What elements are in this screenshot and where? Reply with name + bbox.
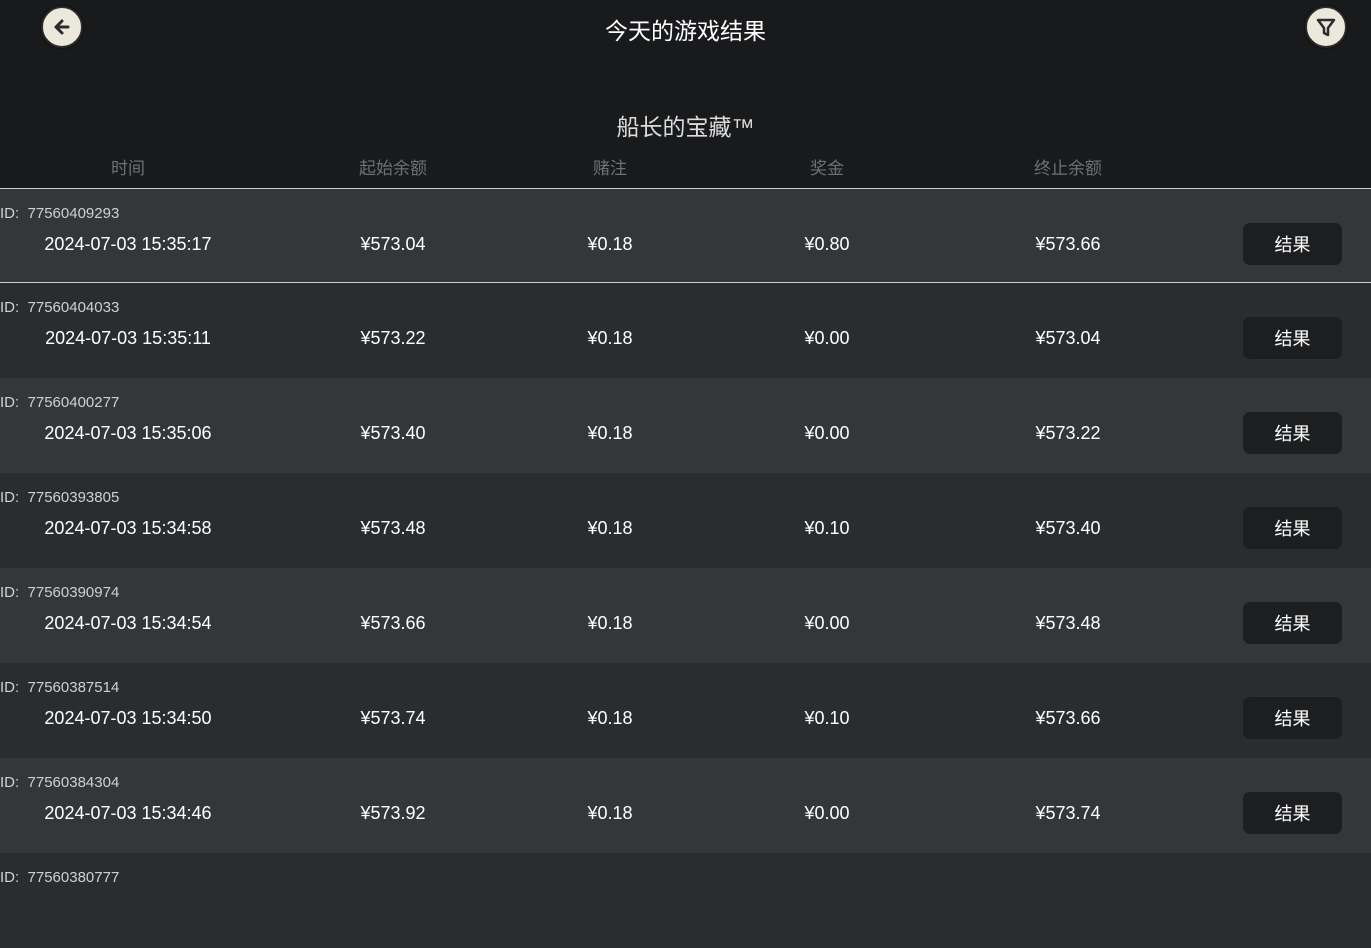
filter-button[interactable]: [1305, 6, 1347, 48]
end-balance: ¥573.04: [1035, 328, 1101, 348]
end-balance: ¥573.74: [1035, 803, 1101, 823]
result-button[interactable]: 结果: [1243, 792, 1342, 834]
result-button[interactable]: 结果: [1243, 223, 1342, 265]
bet: ¥0.18: [587, 518, 633, 538]
round-id: ID: 77560393805: [0, 489, 120, 506]
win: ¥0.80: [804, 234, 850, 254]
round-id: ID: 77560384304: [0, 774, 120, 791]
column-header-start-balance: 起始余额: [359, 159, 427, 178]
start-balance: ¥573.48: [360, 518, 426, 538]
column-header-time: 时间: [111, 159, 145, 178]
result-button[interactable]: 结果: [1243, 697, 1342, 739]
back-button[interactable]: [41, 6, 83, 48]
game-name: 船长的宝藏™: [616, 114, 755, 140]
bet: ¥0.18: [587, 423, 633, 443]
result-row: ID: 77560400277 2024-07-03 15:35:06 ¥573.…: [0, 378, 1371, 473]
bet: ¥0.18: [587, 803, 633, 823]
time: 2024-07-03 15:35:11: [45, 328, 211, 348]
bet: ¥0.18: [587, 328, 633, 348]
win: ¥0.00: [804, 803, 850, 823]
results-list: ID: 77560409293 2024-07-03 15:35:17 ¥573.…: [0, 188, 1371, 948]
start-balance: ¥573.22: [360, 328, 426, 348]
win: ¥0.10: [804, 708, 850, 728]
result-row: ID: 77560390974 2024-07-03 15:34:54 ¥573.…: [0, 568, 1371, 663]
result-button[interactable]: 结果: [1243, 412, 1342, 454]
result-row: ID: 77560409293 2024-07-03 15:35:17 ¥573.…: [0, 189, 1371, 283]
end-balance: ¥573.66: [1035, 708, 1101, 728]
win: ¥0.00: [804, 613, 850, 633]
round-id: ID: 77560380777: [0, 869, 120, 886]
time: 2024-07-03 15:35:06: [44, 423, 212, 443]
round-id: ID: 77560409293: [0, 205, 120, 222]
time: 2024-07-03 15:34:58: [44, 518, 212, 538]
start-balance: ¥573.40: [360, 423, 426, 443]
bet: ¥0.18: [587, 234, 633, 254]
win: ¥0.00: [804, 328, 850, 348]
filter-icon: [1316, 18, 1336, 37]
time: 2024-07-03 15:35:17: [44, 234, 212, 254]
result-row: ID: 77560380777: [0, 853, 1371, 948]
time: 2024-07-03 15:34:54: [44, 613, 212, 633]
result-row: ID: 77560393805 2024-07-03 15:34:58 ¥573.…: [0, 473, 1371, 568]
round-id: ID: 77560390974: [0, 584, 120, 601]
end-balance: ¥573.22: [1035, 423, 1101, 443]
column-header-end-balance: 终止余额: [1034, 159, 1102, 178]
start-balance: ¥573.66: [360, 613, 426, 633]
bet: ¥0.18: [587, 613, 633, 633]
round-id: ID: 77560387514: [0, 679, 120, 696]
result-button[interactable]: 结果: [1243, 317, 1342, 359]
start-balance: ¥573.04: [360, 234, 426, 254]
start-balance: ¥573.74: [360, 708, 426, 728]
win: ¥0.00: [804, 423, 850, 443]
time: 2024-07-03 15:34:46: [44, 803, 212, 823]
result-button[interactable]: 结果: [1243, 507, 1342, 549]
result-row: ID: 77560404033 2024-07-03 15:35:11 ¥573.…: [0, 283, 1371, 378]
end-balance: ¥573.48: [1035, 613, 1101, 633]
column-header-win: 奖金: [810, 159, 844, 178]
start-balance: ¥573.92: [360, 803, 426, 823]
arrow-left-icon: [54, 19, 70, 35]
round-id: ID: 77560404033: [0, 299, 120, 316]
result-row: ID: 77560384304 2024-07-03 15:34:46 ¥573.…: [0, 758, 1371, 853]
time: 2024-07-03 15:34:50: [44, 708, 212, 728]
page-title: 今天的游戏结果: [605, 18, 766, 44]
win: ¥0.10: [804, 518, 850, 538]
round-id: ID: 77560400277: [0, 394, 120, 411]
end-balance: ¥573.66: [1035, 234, 1101, 254]
result-row: ID: 77560387514 2024-07-03 15:34:50 ¥573.…: [0, 663, 1371, 758]
column-header-bet: 赌注: [593, 159, 627, 178]
end-balance: ¥573.40: [1035, 518, 1101, 538]
bet: ¥0.18: [587, 708, 633, 728]
result-button[interactable]: 结果: [1243, 602, 1342, 644]
